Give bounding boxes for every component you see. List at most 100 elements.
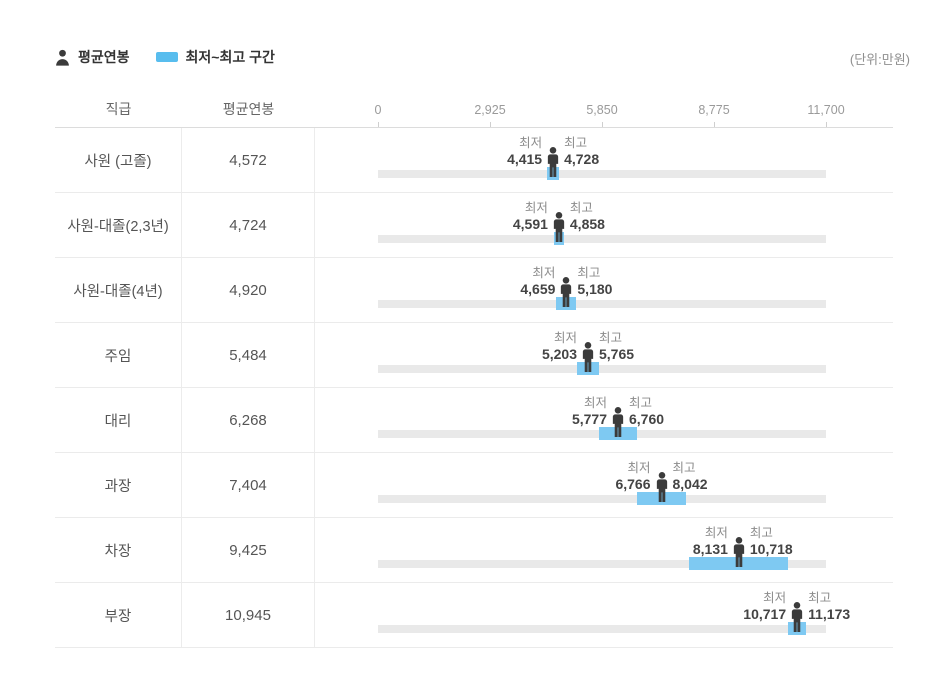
max-label-block: 최고 5,180 xyxy=(577,265,612,297)
person-icon xyxy=(791,602,803,632)
table-row: 대리 6,268 최저 5,777 최고 6,760 xyxy=(55,388,893,453)
min-label-block: 최저 4,415 xyxy=(507,135,542,167)
max-value: 10,718 xyxy=(749,541,793,557)
table-row: 사원-대졸(4년) 4,920 최저 4,659 최고 5,180 xyxy=(55,258,893,323)
min-caption: 최저 xyxy=(627,461,651,475)
range-swatch-icon xyxy=(155,52,178,62)
range-chart-cell: 최저 5,777 최고 6,760 xyxy=(315,388,893,452)
person-icon xyxy=(656,472,667,502)
legend-range-label: 최저~최고 구간 xyxy=(185,49,275,65)
min-value: 6,766 xyxy=(615,476,651,492)
table-row: 차장 9,425 최저 8,131 최고 10,718 xyxy=(55,518,893,583)
min-value: 4,415 xyxy=(507,151,543,167)
position-cell: 사원-대졸(2,3년) xyxy=(55,193,182,257)
min-max-range-bar xyxy=(556,297,577,310)
average-salary-cell: 4,920 xyxy=(182,258,315,322)
max-label-block: 최고 4,728 xyxy=(564,135,599,167)
min-caption: 최저 xyxy=(704,526,728,540)
max-value: 8,042 xyxy=(672,476,708,492)
min-max-range-bar xyxy=(788,622,806,635)
position-cell: 사원-대졸(4년) xyxy=(55,258,182,322)
axis-track xyxy=(378,560,826,568)
average-salary-cell: 4,572 xyxy=(182,128,315,192)
person-icon xyxy=(553,212,565,242)
unit-label: (단위:만원) xyxy=(849,52,910,67)
max-value: 6,760 xyxy=(629,411,665,427)
min-max-range-bar xyxy=(599,427,637,440)
position-cell: 대리 xyxy=(55,388,182,452)
table-row: 사원-대졸(2,3년) 4,724 최저 4,591 최고 4,858 xyxy=(55,193,893,258)
range-chart-cell: 최저 4,591 최고 4,858 xyxy=(315,193,893,257)
header-average: 평균연봉 xyxy=(222,100,275,117)
min-caption: 최저 xyxy=(532,266,556,280)
max-caption: 최고 xyxy=(672,461,696,475)
average-salary-cell: 9,425 xyxy=(182,518,315,582)
range-chart-cell: 최저 4,659 최고 5,180 xyxy=(315,258,893,322)
max-value: 5,765 xyxy=(599,346,635,362)
min-label-block: 최저 4,659 xyxy=(520,265,555,297)
min-max-range-bar xyxy=(637,492,686,505)
person-icon xyxy=(582,342,594,372)
axis-header: 0 2,925 5,850 8,775 11,700 xyxy=(315,90,893,127)
min-label-block: 최저 8,131 xyxy=(693,525,728,557)
range-chart-cell: 최저 5,203 최고 5,765 xyxy=(315,323,893,387)
axis-tick-mark xyxy=(490,122,491,127)
range-chart-cell: 최저 6,766 최고 8,042 xyxy=(315,453,893,517)
table-row: 사원 (고졸) 4,572 최저 4,415 최고 4,728 xyxy=(55,128,893,193)
person-icon xyxy=(612,407,624,437)
axis-track xyxy=(378,365,826,373)
axis-tick-label: 5,850 xyxy=(586,103,618,117)
min-caption: 최저 xyxy=(583,396,607,410)
person-icon xyxy=(56,49,69,66)
min-max-range-bar xyxy=(577,362,599,375)
min-label-block: 최저 5,777 xyxy=(572,395,607,427)
max-value: 4,858 xyxy=(569,216,605,232)
position-cell: 차장 xyxy=(55,518,182,582)
max-caption: 최고 xyxy=(564,136,588,150)
min-value: 4,591 xyxy=(512,216,548,232)
max-value: 11,173 xyxy=(808,606,851,622)
salary-table: 직급 평균연봉 0 2,925 5,850 8,775 11,700 사원 (고졸) 4,… xyxy=(55,90,893,648)
average-salary-cell: 6,268 xyxy=(182,388,315,452)
axis-tick-mark xyxy=(826,122,827,127)
person-icon xyxy=(733,537,745,567)
axis-track xyxy=(378,170,826,178)
axis-track xyxy=(378,235,826,243)
min-max-range-bar xyxy=(553,232,564,245)
min-value: 4,659 xyxy=(520,281,556,297)
average-salary-cell: 5,484 xyxy=(182,323,315,387)
axis-tick-label: 11,700 xyxy=(807,103,845,117)
max-value: 5,180 xyxy=(577,281,613,297)
axis-track xyxy=(378,625,826,633)
axis-track xyxy=(378,300,826,308)
min-label-block: 최저 4,591 xyxy=(513,200,548,232)
average-salary-cell: 7,404 xyxy=(182,453,315,517)
max-label-block: 최고 6,760 xyxy=(629,395,664,427)
min-label-block: 최저 5,203 xyxy=(542,330,577,362)
table-row: 과장 7,404 최저 6,766 최고 8,042 xyxy=(55,453,893,518)
max-caption: 최고 xyxy=(569,201,593,215)
legend-range: 최저~최고 구간 xyxy=(155,47,275,67)
header-position: 직급 xyxy=(105,100,132,117)
min-max-range-bar xyxy=(689,557,789,570)
max-caption: 최고 xyxy=(629,396,653,410)
position-cell: 사원 (고졸) xyxy=(55,128,182,192)
min-caption: 최저 xyxy=(763,591,787,605)
axis-tick-label: 8,775 xyxy=(698,103,730,117)
range-chart-cell: 최저 4,415 최고 4,728 xyxy=(315,128,893,192)
min-value: 5,777 xyxy=(571,411,607,427)
max-caption: 최고 xyxy=(808,591,832,605)
average-salary-cell: 4,724 xyxy=(182,193,315,257)
salary-chart-page: 평균연봉 최저~최고 구간 (단위:만원) 직급 평균연봉 0 2,925 5,85… xyxy=(55,0,910,648)
table-row: 주임 5,484 최저 5,203 최고 5,765 xyxy=(55,323,893,388)
min-value: 10,717 xyxy=(743,606,787,622)
min-value: 5,203 xyxy=(541,346,577,362)
min-caption: 최저 xyxy=(524,201,548,215)
axis-tick-label: 0 xyxy=(374,103,382,117)
axis-track xyxy=(378,495,826,503)
position-cell: 주임 xyxy=(55,323,182,387)
min-label-block: 최저 6,766 xyxy=(615,460,650,492)
table-row: 부장 10,945 최저 10,717 최고 11,173 xyxy=(55,583,893,648)
range-chart-cell: 최저 8,131 최고 10,718 xyxy=(315,518,893,582)
axis-tick-mark xyxy=(602,122,603,127)
